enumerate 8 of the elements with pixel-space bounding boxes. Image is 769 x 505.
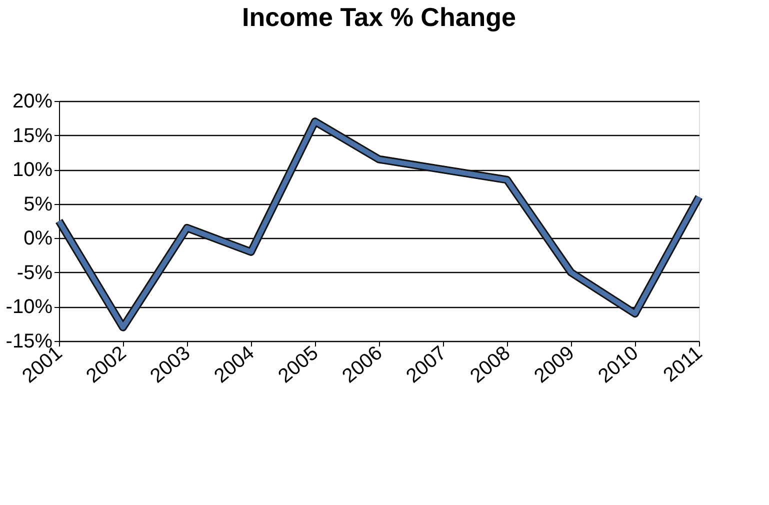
y-tick-label: 20% — [12, 90, 53, 112]
y-tick-label: 5% — [24, 193, 53, 216]
y-tick-label: -5% — [16, 262, 53, 284]
y-tick-label: 15% — [12, 124, 53, 147]
y-tick-label: 10% — [12, 159, 53, 182]
y-tick-label: 0% — [24, 228, 53, 250]
y-tick-label: -10% — [6, 296, 53, 318]
chart-title: Income Tax % Change — [242, 2, 516, 32]
